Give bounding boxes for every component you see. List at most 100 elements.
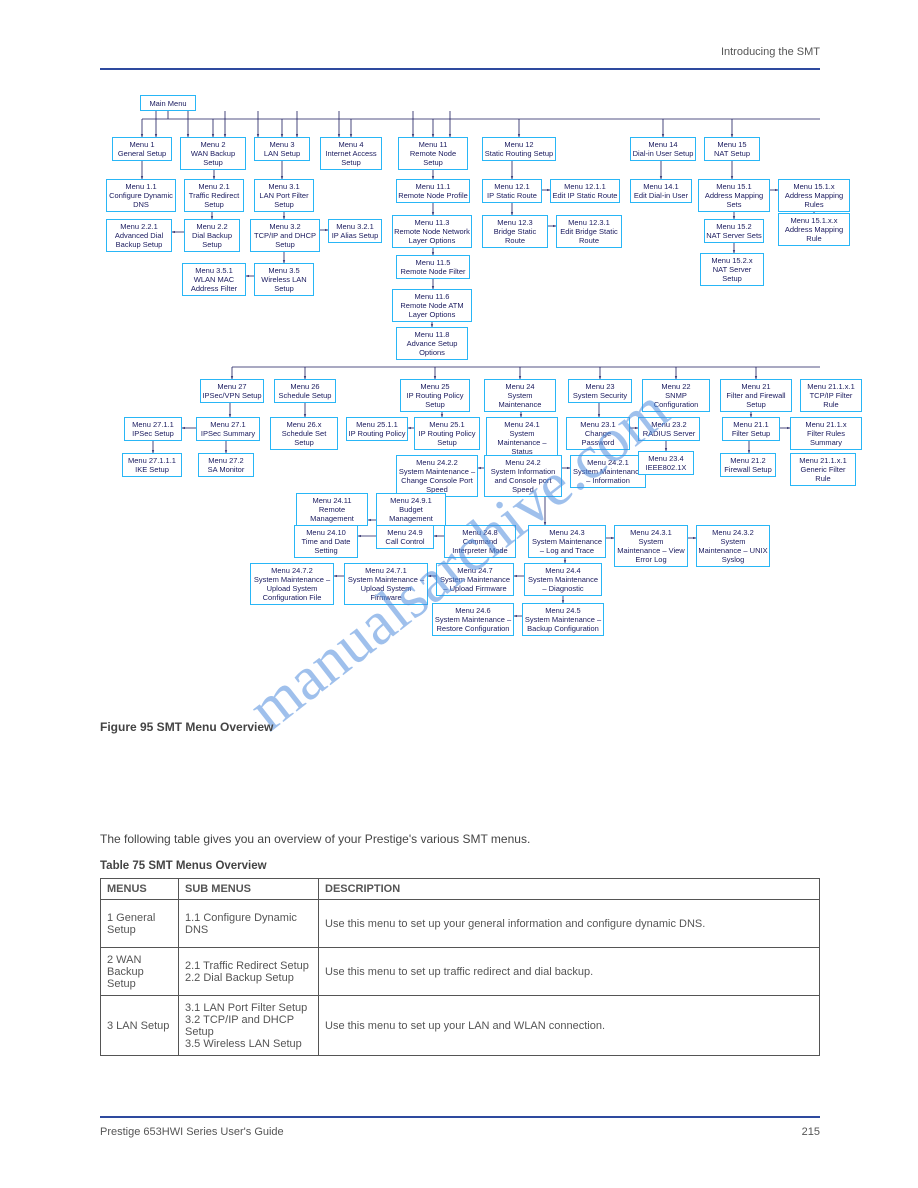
page: Introducing the SMT Main Menu Menu 1Gener…: [0, 0, 918, 1188]
node-main: Main Menu: [140, 95, 196, 111]
node-m3_1: Menu 3.1LAN Port Filter Setup: [254, 179, 314, 212]
node-m15_2: Menu 15.2NAT Server Sets: [704, 219, 764, 243]
node-m2_2: Menu 2.2Dial Backup Setup: [184, 219, 240, 252]
col-description: DESCRIPTION: [319, 879, 820, 900]
node-m24_3_2: Menu 24.3.2System Maintenance – UNIX Sys…: [696, 525, 770, 567]
node-m24_7_2: Menu 24.7.2System Maintenance – Upload S…: [250, 563, 334, 605]
node-m11_5: Menu 11.5Remote Node Filter: [396, 255, 470, 279]
node-m24_3_1: Menu 24.3.1System Maintenance – View Err…: [614, 525, 688, 567]
node-m25_1_1: Menu 25.1.1IP Routing Policy: [346, 417, 408, 441]
intro-paragraph: The following table gives you an overvie…: [100, 832, 820, 846]
node-m24_6: Menu 24.6System Maintenance – Restore Co…: [432, 603, 514, 636]
node-m24_10: Menu 24.10Time and Date Setting: [294, 525, 358, 558]
node-m23_2: Menu 23.2RADIUS Server: [638, 417, 700, 441]
cell-menus: 2 WAN Backup Setup: [101, 948, 179, 996]
node-m24_9_1: Menu 24.9.1Budget Management: [376, 493, 446, 526]
node-m24_2: Menu 24.2System Information and Console …: [484, 455, 562, 497]
node-m27_1: Menu 27.1IPSec Summary: [196, 417, 260, 441]
node-m2_1: Menu 2.1Traffic Redirect Setup: [184, 179, 244, 212]
node-m24_8: Menu 24.8Command Interpreter Mode: [444, 525, 516, 558]
cell-submenus: 1.1 Configure Dynamic DNS: [179, 900, 319, 948]
col-menus: MENUS: [101, 879, 179, 900]
node-m27_1_1_1: Menu 27.1.1.1IKE Setup: [122, 453, 182, 477]
cell-submenus: 3.1 LAN Port Filter Setup 3.2 TCP/IP and…: [179, 996, 319, 1056]
figure-caption: Figure 95 SMT Menu Overview: [100, 720, 273, 734]
footer-right: 215: [802, 1126, 820, 1138]
node-m23_1: Menu 23.1Change Password: [566, 417, 630, 450]
node-m12_1_1: Menu 12.1.1Edit IP Static Route: [550, 179, 620, 203]
node-m11_6: Menu 11.6Remote Node ATM Layer Options: [392, 289, 472, 322]
node-m2_2_1: Menu 2.2.1Advanced Dial Backup Setup: [106, 219, 172, 252]
node-m26: Menu 26Schedule Setup: [274, 379, 336, 403]
node-m22: Menu 22SNMP Configuration: [642, 379, 710, 412]
node-m23_4: Menu 23.4IEEE802.1X: [638, 451, 694, 475]
table-row: 1 General Setup 1.1 Configure Dynamic DN…: [101, 900, 820, 948]
node-m12_1: Menu 12.1IP Static Route: [482, 179, 542, 203]
cell-description: Use this menu to set up your LAN and WLA…: [319, 996, 820, 1056]
bottom-rule: [100, 1116, 820, 1118]
node-m3_5: Menu 3.5Wireless LAN Setup: [254, 263, 314, 296]
node-m24_9: Menu 24.9Call Control: [376, 525, 434, 549]
cell-description: Use this menu to set up your general inf…: [319, 900, 820, 948]
header-right: Introducing the SMT: [721, 46, 820, 58]
node-m25: Menu 25IP Routing Policy Setup: [400, 379, 470, 412]
node-m1_1: Menu 1.1Configure Dynamic DNS: [106, 179, 176, 212]
table-caption: Table 75 SMT Menus Overview: [100, 860, 267, 872]
node-m24_2_2: Menu 24.2.2System Maintenance – Change C…: [396, 455, 478, 497]
node-m12_3: Menu 12.3Bridge Static Route: [482, 215, 548, 248]
node-m3_2: Menu 3.2TCP/IP and DHCP Setup: [250, 219, 320, 252]
node-m11: Menu 11Remote Node Setup: [398, 137, 468, 170]
node-m21_2: Menu 21.2Firewall Setup: [720, 453, 776, 477]
node-m24_11: Menu 24.11Remote Management: [296, 493, 368, 526]
node-m11_8: Menu 11.8Advance Setup Options: [396, 327, 468, 360]
footer-left: Prestige 653HWI Series User's Guide: [100, 1126, 284, 1138]
node-m24_4: Menu 24.4System Maintenance – Diagnostic: [524, 563, 602, 596]
node-m14: Menu 14Dial-in User Setup: [630, 137, 696, 161]
node-m21_1_x: Menu 21.1.xFilter Rules Summary: [790, 417, 862, 450]
node-m23: Menu 23System Security: [568, 379, 632, 403]
node-m14_1: Menu 14.1Edit Dial-in User: [630, 179, 692, 203]
node-m15_1: Menu 15.1Address Mapping Sets: [698, 179, 770, 212]
node-m24_5: Menu 24.5System Maintenance – Backup Con…: [522, 603, 604, 636]
node-m24_7_1: Menu 24.7.1System Maintenance – Upload S…: [344, 563, 428, 605]
cell-description: Use this menu to set up traffic redirect…: [319, 948, 820, 996]
node-m3_2_1: Menu 3.2.1IP Alias Setup: [328, 219, 382, 243]
node-m12: Menu 12Static Routing Setup: [482, 137, 556, 161]
node-m25_1: Menu 25.1IP Routing Policy Setup: [414, 417, 480, 450]
node-m11_3: Menu 11.3Remote Node Network Layer Optio…: [392, 215, 472, 248]
node-m4: Menu 4Internet Access Setup: [320, 137, 382, 170]
node-m2: Menu 2WAN Backup Setup: [180, 137, 246, 170]
node-m24_3: Menu 24.3System Maintenance – Log and Tr…: [528, 525, 606, 558]
node-m27_1_1: Menu 27.1.1IPSec Setup: [124, 417, 182, 441]
table-row: 2 WAN Backup Setup 2.1 Traffic Redirect …: [101, 948, 820, 996]
table-header-row: MENUS SUB MENUS DESCRIPTION: [101, 879, 820, 900]
node-m26_x: Menu 26.xSchedule Set Setup: [270, 417, 338, 450]
node-m12_3_1: Menu 12.3.1Edit Bridge Static Route: [556, 215, 622, 248]
node-m15_1_xx: Menu 15.1.x.xAddress Mapping Rule: [778, 213, 850, 246]
node-m21_1_x_1: Menu 21.1.x.1TCP/IP Filter Rule: [800, 379, 862, 412]
node-m3_5_1: Menu 3.5.1WLAN MAC Address Filter: [182, 263, 246, 296]
cell-submenus: 2.1 Traffic Redirect Setup 2.2 Dial Back…: [179, 948, 319, 996]
table-body: 1 General Setup 1.1 Configure Dynamic DN…: [101, 900, 820, 1056]
node-m1: Menu 1General Setup: [112, 137, 172, 161]
node-m24: Menu 24System Maintenance: [484, 379, 556, 412]
node-m24_7: Menu 24.7System Maintenance – Upload Fir…: [436, 563, 514, 596]
smt-menu-diagram: Main Menu Menu 1General Setup Menu 2WAN Ba…: [100, 95, 820, 695]
node-m15_2_x: Menu 15.2.xNAT Server Setup: [700, 253, 764, 286]
node-m21_1: Menu 21.1Filter Setup: [722, 417, 780, 441]
smt-menus-table: MENUS SUB MENUS DESCRIPTION 1 General Se…: [100, 878, 820, 1056]
node-m21: Menu 21Filter and Firewall Setup: [720, 379, 792, 412]
node-m15: Menu 15NAT Setup: [704, 137, 760, 161]
cell-menus: 3 LAN Setup: [101, 996, 179, 1056]
table-head: MENUS SUB MENUS DESCRIPTION: [101, 879, 820, 900]
node-m3: Menu 3LAN Setup: [254, 137, 310, 161]
node-m15_1_x: Menu 15.1.xAddress Mapping Rules: [778, 179, 850, 212]
node-m24_2_1: Menu 24.2.1System Maintenance – Informat…: [570, 455, 646, 488]
node-m24_1: Menu 24.1System Maintenance – Status: [486, 417, 558, 459]
top-rule: [100, 68, 820, 70]
node-m27_2: Menu 27.2SA Monitor: [198, 453, 254, 477]
node-m21_1_x_1b: Menu 21.1.x.1Generic Filter Rule: [790, 453, 856, 486]
node-m11_1: Menu 11.1Remote Node Profile: [396, 179, 470, 203]
node-m27: Menu 27IPSec/VPN Setup: [200, 379, 264, 403]
cell-menus: 1 General Setup: [101, 900, 179, 948]
